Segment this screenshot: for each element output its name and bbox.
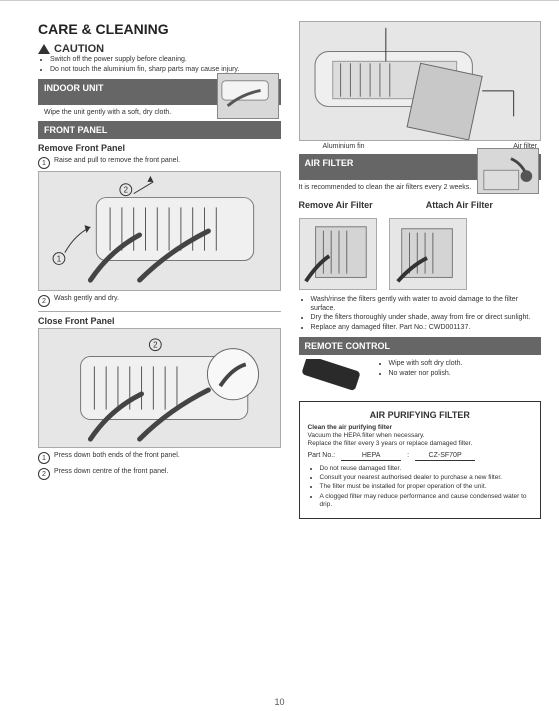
- filter-thumbnails: [299, 218, 542, 290]
- section-label: REMOTE CONTROL: [305, 341, 391, 351]
- list-item: No water nor polish.: [389, 370, 542, 379]
- section-label: INDOOR UNIT: [44, 83, 104, 93]
- list-item: Do not reuse damaged filter.: [320, 465, 533, 473]
- filter-remove-heading: Remove Air Filter: [299, 200, 414, 210]
- left-column: CARE & CLEANING CAUTION Switch off the p…: [38, 21, 281, 519]
- svg-text:1: 1: [57, 255, 61, 264]
- box-title: AIR PURIFYING FILTER: [308, 410, 533, 420]
- svg-text:2: 2: [153, 341, 157, 350]
- remote-control-illustration: [299, 359, 369, 393]
- filter-care-list: Wash/rinse the filters gently with water…: [299, 296, 542, 333]
- panel-remove-heading: Remove Front Panel: [38, 143, 281, 153]
- step-number-icon: 1: [38, 157, 50, 169]
- part-label: Part No.:: [308, 452, 336, 459]
- box-line: Replace the filter every 3 years or repl…: [308, 440, 533, 448]
- divider: [38, 311, 281, 312]
- section-front-panel: FRONT PANEL: [38, 121, 281, 139]
- caution-label: CAUTION: [54, 43, 104, 55]
- remote-care-list: Wipe with soft dry cloth. No water nor p…: [377, 359, 542, 380]
- caution-heading: CAUTION: [38, 43, 281, 55]
- callout-aluminium-fin: Aluminium fin: [323, 143, 365, 150]
- box-subhead: Clean the air purifying filter: [308, 424, 533, 432]
- list-item: Wipe with soft dry cloth.: [389, 360, 542, 369]
- section-remote-control: REMOTE CONTROL: [299, 337, 542, 355]
- step-text: Raise and pull to remove the front panel…: [54, 157, 180, 166]
- svg-text:2: 2: [124, 186, 128, 195]
- vacuum-filter-illustration: [477, 148, 539, 194]
- list-item: Wash/rinse the filters gently with water…: [311, 296, 542, 314]
- panel-close-illustration: 2: [38, 328, 281, 448]
- list-item: Replace any damaged filter. Part No.: CW…: [311, 324, 542, 333]
- warning-icon: [38, 44, 50, 54]
- step-text: Press down both ends of the front panel.: [54, 452, 180, 461]
- step-text: Wash gently and dry.: [54, 295, 119, 304]
- part-number: CZ-SF70P: [415, 452, 475, 461]
- wipe-unit-illustration: [217, 73, 279, 119]
- page-number: 10: [274, 697, 284, 707]
- panel-remove-illustration: 2 1: [38, 171, 281, 291]
- section-indoor-unit: INDOOR UNIT: [38, 79, 281, 105]
- list-item: Consult your nearest authorised dealer t…: [320, 474, 533, 482]
- step-number-icon: 2: [38, 468, 50, 480]
- panel-close-heading: Close Front Panel: [38, 316, 281, 326]
- unit-overview-illustration: [299, 21, 542, 141]
- panel-close-step-2: 2 Press down centre of the front panel.: [38, 468, 281, 480]
- step-number-icon: 1: [38, 452, 50, 464]
- list-item: Switch off the power supply before clean…: [50, 56, 281, 65]
- step-text: Press down centre of the front panel.: [54, 468, 168, 477]
- list-item: A clogged filter may reduce performance …: [320, 493, 533, 509]
- part-hepa: HEPA: [341, 452, 401, 461]
- page-title: CARE & CLEANING: [38, 21, 281, 37]
- box-notes: Do not reuse damaged filter. Consult you…: [308, 465, 533, 509]
- air-purifying-filter-box: AIR PURIFYING FILTER Clean the air purif…: [299, 401, 542, 519]
- box-line: Vacuum the HEPA filter when necessary.: [308, 432, 533, 440]
- filter-attach-heading: Attach Air Filter: [426, 200, 541, 210]
- list-item: The filter must be installed for proper …: [320, 483, 533, 491]
- filter-remove-illustration: [299, 218, 377, 290]
- right-column: Aluminium fin Air filter AIR FILTER It i…: [299, 21, 542, 519]
- section-label: FRONT PANEL: [44, 125, 107, 135]
- section-label: AIR FILTER: [305, 158, 354, 168]
- filter-insert-illustration: [389, 218, 467, 290]
- step-number-icon: 2: [38, 295, 50, 307]
- panel-step-1: 1 Raise and pull to remove the front pan…: [38, 157, 281, 169]
- list-item: Dry the filters thoroughly under shade, …: [311, 314, 542, 323]
- panel-step-2: 2 Wash gently and dry.: [38, 295, 281, 307]
- panel-close-step-1: 1 Press down both ends of the front pane…: [38, 452, 281, 464]
- section-air-filter: AIR FILTER: [299, 154, 542, 180]
